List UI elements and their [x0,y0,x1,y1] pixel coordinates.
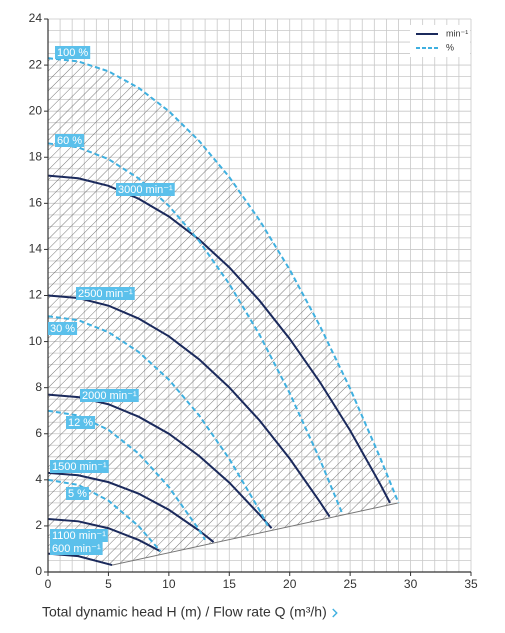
curve-label: 1500 min⁻¹ [52,461,107,473]
curve-label-box [116,183,175,196]
curve-label-box [55,134,85,147]
y-tick-label: 4 [35,472,42,486]
curve-label-box [50,529,108,542]
y-tick-label: 8 [35,380,42,394]
legend-box [410,25,470,57]
curve-label: 2000 min⁻¹ [82,390,137,402]
y-tick-label: 14 [29,242,43,256]
x-tick-label: 30 [404,577,418,591]
curve-label-box [50,542,103,555]
x-tick-label: 20 [283,577,297,591]
curve-label: 600 min⁻¹ [52,543,101,555]
y-tick-label: 16 [29,196,43,210]
y-tick-label: 10 [29,334,43,348]
boundary-line [111,502,399,566]
speed-curve [47,174,391,504]
percent-curve [47,478,162,552]
y-tick-label: 6 [35,426,42,440]
curve-label-box [80,389,139,402]
curve-label-box [76,287,135,300]
curve-label-box [48,322,78,335]
x-tick-label: 35 [464,577,478,591]
speed-curve [47,294,331,518]
x-tick-label: 15 [223,577,237,591]
percent-curve [47,315,269,527]
curve-label: 2500 min⁻¹ [78,288,133,300]
y-tick-label: 20 [29,103,43,117]
y-tick-label: 2 [35,518,42,532]
legend: min⁻¹% [410,25,470,57]
y-tick-label: 12 [29,288,43,302]
y-tick-label: 24 [29,11,43,25]
legend-label: min⁻¹ [446,28,468,38]
curve-label-box [55,46,91,59]
x-tick-label: 0 [45,577,52,591]
x-tick-label: 25 [343,577,357,591]
chevron-icon[interactable] [332,608,338,618]
curve-label-box [66,416,96,429]
curve-label-box [50,460,109,473]
x-tick-label: 5 [105,577,112,591]
curve-label: 3000 min⁻¹ [118,184,173,196]
legend-label: % [446,42,454,52]
y-tick-label: 22 [29,57,43,71]
curve-label: 1100 min⁻¹ [52,530,106,542]
curves [47,57,400,567]
y-tick-label: 0 [35,564,42,578]
curve-label: 5 % [68,488,87,500]
curve-label: 100 % [57,47,88,59]
x-axis-label: Total dynamic head H (m) / Flow rate Q (… [42,604,327,620]
percent-curve [47,57,400,504]
curve-label: 60 % [57,135,82,147]
curve-label: 30 % [50,323,75,335]
curve-label-box [66,487,89,500]
curve-labels: 3000 min⁻¹ 2500 min⁻¹ 2000 min⁻¹ 1500 min⁻¹… [48,46,175,555]
curve-label: 12 % [68,417,93,429]
speed-curve [47,518,161,553]
percent-curve [47,142,343,513]
x-tick-label: 10 [162,577,176,591]
y-tick-label: 18 [29,149,43,163]
